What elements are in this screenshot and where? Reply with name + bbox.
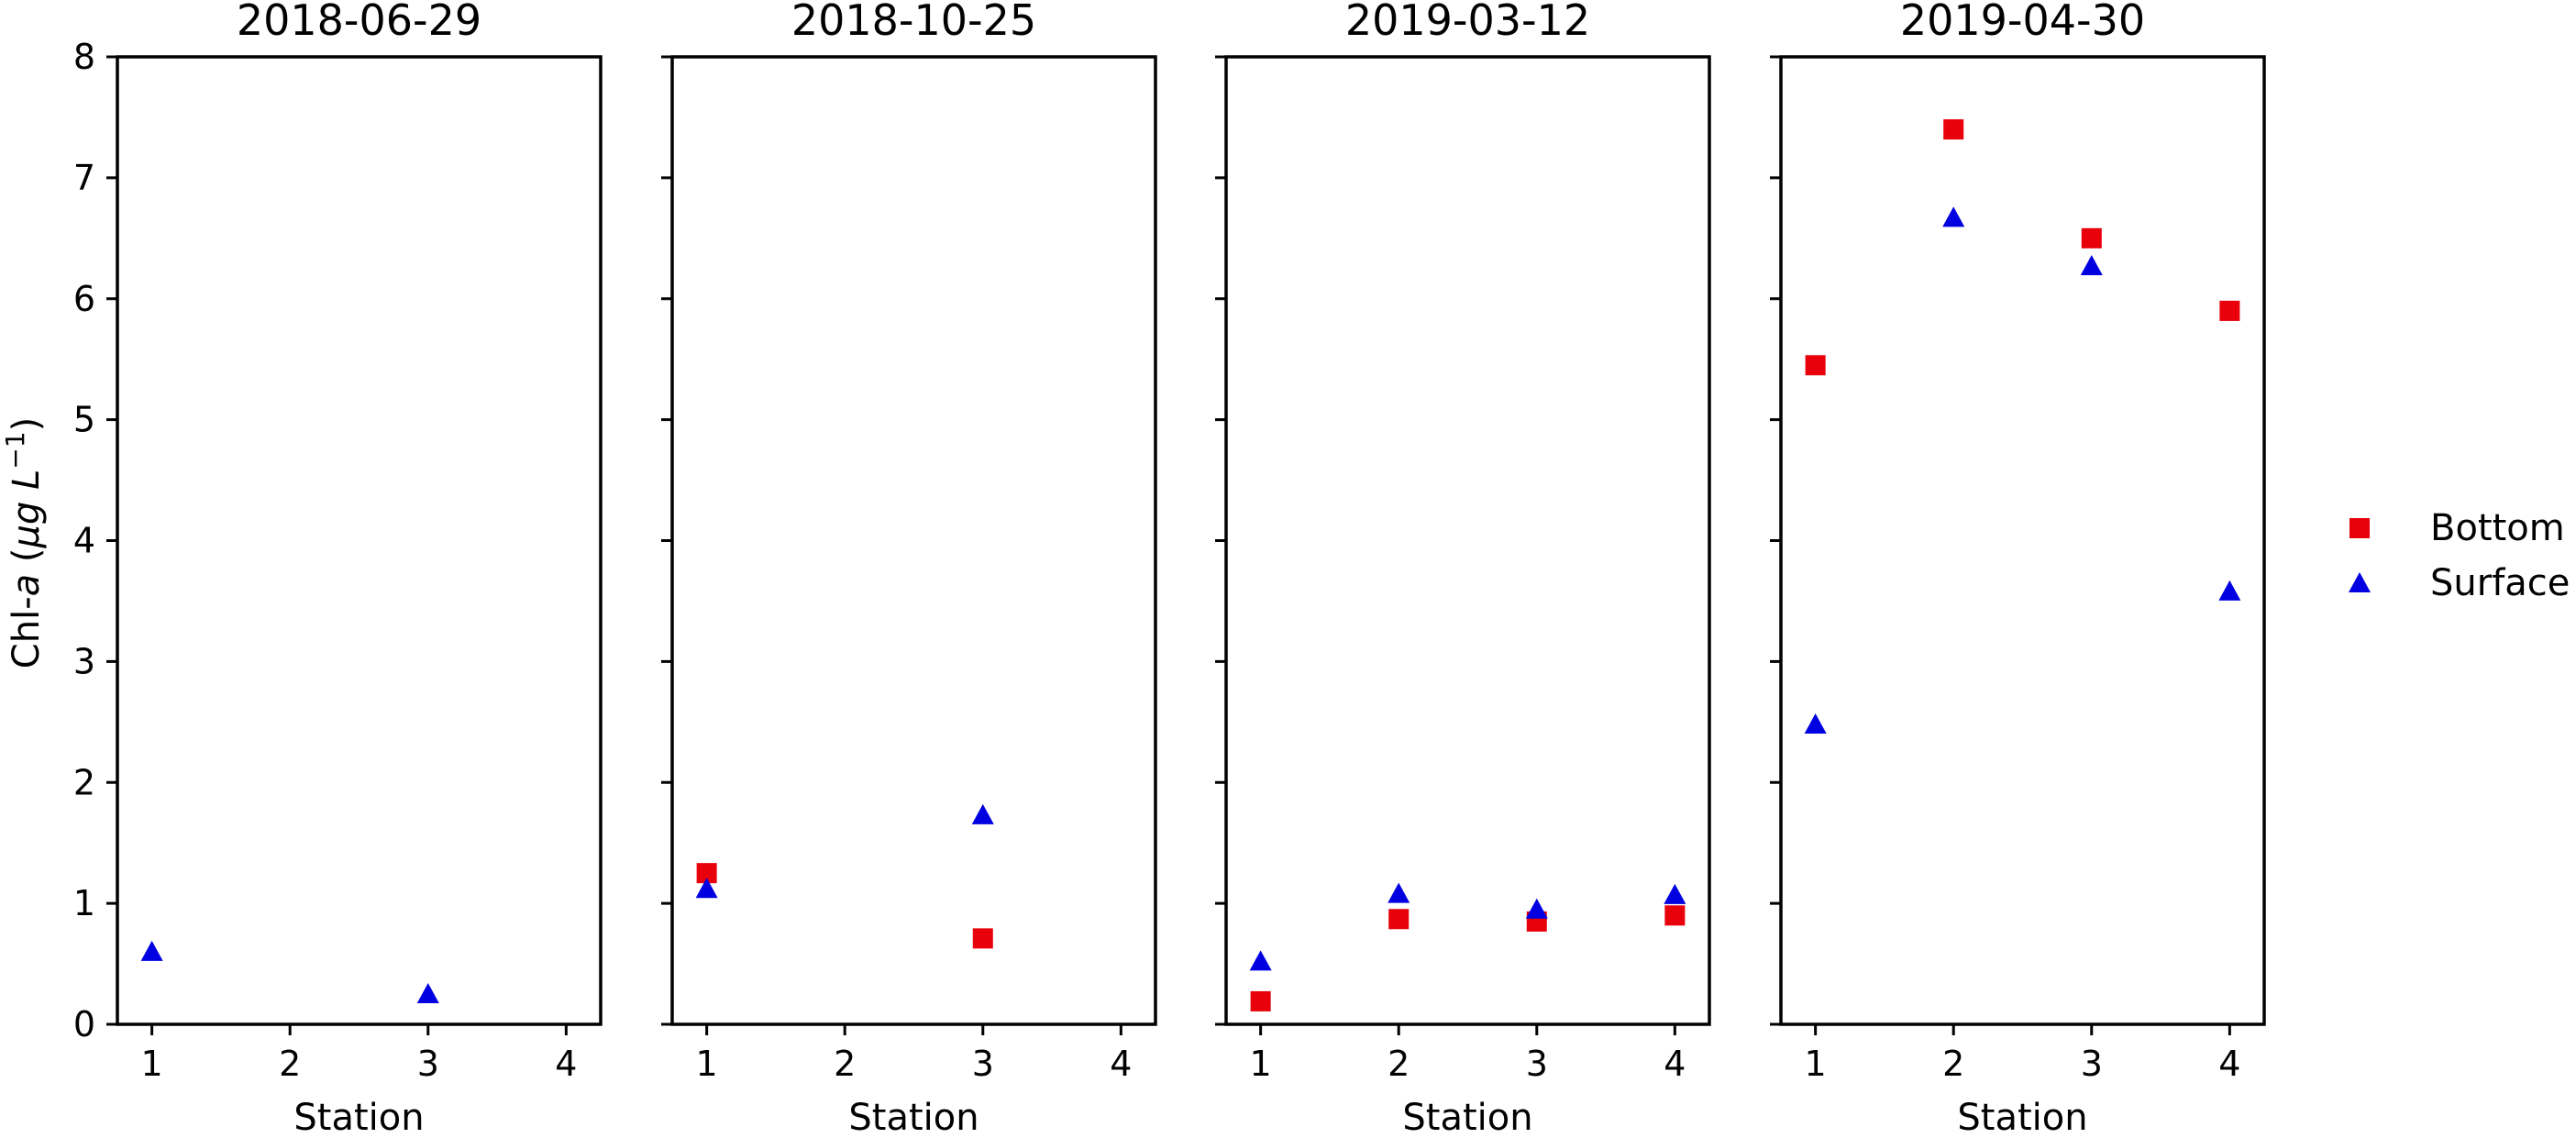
x-tick-label: 3 xyxy=(417,1044,439,1084)
y-tick-label: 6 xyxy=(73,279,95,319)
x-axis-label: Station xyxy=(1402,1097,1532,1138)
x-axis-label: Station xyxy=(293,1097,424,1138)
data-point-surface xyxy=(1249,950,1272,971)
data-point-surface xyxy=(416,983,439,1004)
x-tick-label: 1 xyxy=(696,1044,718,1084)
y-tick-label: 4 xyxy=(73,521,95,561)
y-tick-label: 2 xyxy=(73,762,95,802)
data-point-surface xyxy=(1942,206,1965,227)
y-tick-label: 0 xyxy=(73,1004,95,1044)
data-point-surface xyxy=(1664,883,1686,904)
panel-title: 2018-10-25 xyxy=(791,0,1036,45)
y-tick-label: 7 xyxy=(73,158,95,198)
y-tick-label: 5 xyxy=(73,400,95,440)
data-point-surface xyxy=(1388,882,1410,903)
data-point-bottom xyxy=(2219,300,2240,321)
x-tick-label: 2 xyxy=(1388,1044,1410,1084)
data-point-bottom xyxy=(1943,119,1964,140)
data-point-bottom xyxy=(696,863,717,884)
data-point-surface xyxy=(2218,580,2241,601)
x-tick-label: 2 xyxy=(834,1044,856,1084)
x-tick-label: 1 xyxy=(1250,1044,1272,1084)
plot-frame xyxy=(1779,55,2266,1026)
x-axis-label: Station xyxy=(1957,1097,2087,1138)
data-point-surface xyxy=(140,940,163,961)
x-tick-label: 4 xyxy=(2218,1044,2240,1084)
x-tick-label: 4 xyxy=(555,1044,577,1084)
data-point-bottom xyxy=(972,928,993,949)
data-point-surface xyxy=(1525,898,1548,919)
plot-frame xyxy=(670,55,1157,1026)
data-point-bottom xyxy=(1805,355,1826,376)
legend-label-bottom: Bottom xyxy=(2430,507,2565,549)
panel-title: 2019-03-12 xyxy=(1345,0,1590,45)
x-tick-label: 2 xyxy=(1942,1044,1964,1084)
data-point-surface xyxy=(695,878,718,899)
x-tick-label: 3 xyxy=(972,1044,994,1084)
legend: Bottom Surface xyxy=(2349,507,2570,604)
data-point-bottom xyxy=(1388,909,1410,930)
panel-2: 2018-10-25 1 2 3 4 Station xyxy=(661,0,1157,1138)
legend-label-surface: Surface xyxy=(2430,562,2570,604)
data-point-surface xyxy=(2080,255,2103,276)
panel-1: 2018-06-29 0 1 2 3 4 5 6 7 8 1 2 3 4 Station xyxy=(73,0,603,1138)
y-tick-label: 1 xyxy=(73,883,95,923)
x-tick-label: 3 xyxy=(1526,1044,1548,1084)
x-tick-label: 4 xyxy=(1110,1044,1132,1084)
panel-3: 2019-03-12 1 2 3 4 Station xyxy=(1215,0,1711,1138)
y-axis-label: Chl-a (μg L−1) xyxy=(0,417,48,668)
x-tick-label: 4 xyxy=(1664,1044,1686,1084)
plot-frame xyxy=(116,55,603,1026)
plot-frame xyxy=(1224,55,1711,1026)
data-point-bottom xyxy=(1250,990,1271,1011)
x-tick-label: 1 xyxy=(1805,1044,1827,1084)
data-point-bottom xyxy=(2081,227,2102,249)
panel-title: 2019-04-30 xyxy=(1900,0,2145,45)
y-tick-label: 3 xyxy=(73,641,95,681)
panel-4: 2019-04-30 1 2 3 4 Station xyxy=(1770,0,2266,1138)
x-tick-label: 3 xyxy=(2081,1044,2103,1084)
data-point-surface xyxy=(971,803,994,824)
y-tick-label: 8 xyxy=(73,37,95,77)
legend-marker-bottom xyxy=(2349,518,2370,538)
data-point-bottom xyxy=(1664,905,1686,926)
legend-marker-surface xyxy=(2349,572,2371,592)
x-tick-label: 2 xyxy=(279,1044,301,1084)
panel-title: 2018-06-29 xyxy=(237,0,481,45)
x-axis-label: Station xyxy=(848,1097,978,1138)
data-point-surface xyxy=(1804,713,1827,734)
x-tick-label: 1 xyxy=(141,1044,163,1084)
